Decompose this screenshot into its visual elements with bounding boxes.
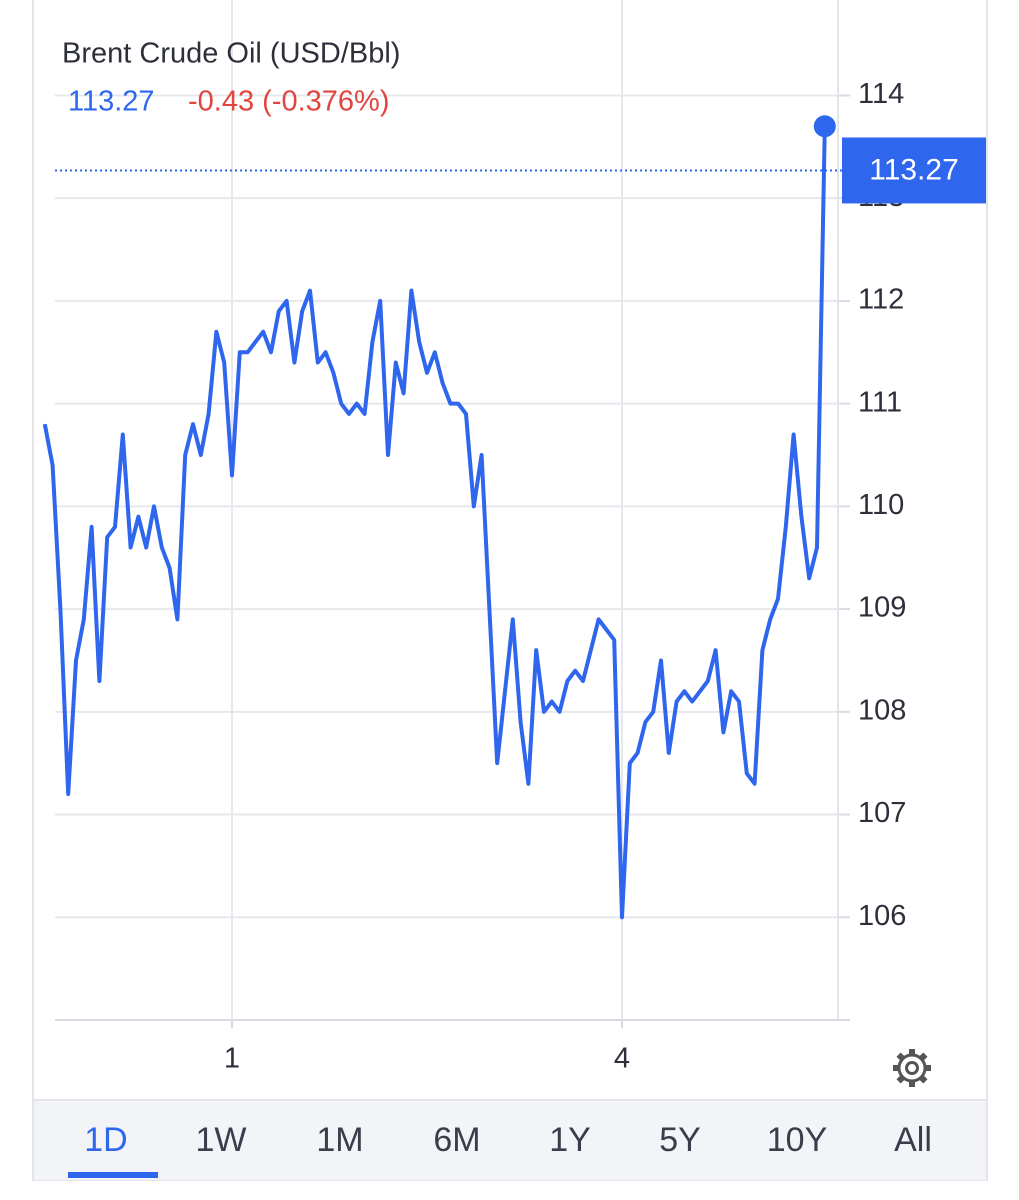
y-tick-label: 111: [858, 386, 902, 418]
settings-icon[interactable]: [893, 1049, 931, 1087]
x-tick-label: 4: [614, 1043, 630, 1075]
plot: [42, 115, 836, 920]
price-badge: [842, 137, 986, 204]
y-tick-label: 114: [858, 78, 904, 110]
range-tab[interactable]: 1W: [196, 1121, 247, 1159]
y-tick-label: 110: [858, 489, 904, 521]
range-tab[interactable]: 10Y: [767, 1121, 828, 1159]
x-tick-label: 1: [224, 1043, 240, 1075]
range-tab[interactable]: All: [894, 1121, 932, 1159]
chart-title: Brent Crude Oil (USD/Bbl): [62, 38, 400, 70]
range-bar: [34, 1100, 986, 1180]
y-tick-label: 106: [858, 900, 906, 932]
change: -0.43 (-0.376%): [188, 86, 390, 118]
range-tab[interactable]: 1Y: [549, 1121, 591, 1159]
price: 113.27: [68, 86, 155, 118]
y-tick-label: 112: [858, 284, 904, 316]
range-tab[interactable]: 5Y: [659, 1121, 701, 1159]
range-tab[interactable]: 1M: [316, 1121, 363, 1159]
y-tick-label: 107: [858, 797, 906, 829]
y-tick-label: 109: [858, 592, 906, 624]
price-line: [42, 126, 827, 920]
grid: [55, 0, 850, 1028]
price-badge-label: 113.27: [869, 153, 959, 186]
range-tab[interactable]: 6M: [433, 1121, 480, 1159]
range-tabs: 1D 1W 1M 6M 1Y 5Y 10Y All: [68, 1121, 932, 1178]
active-tab-underline: [68, 1172, 158, 1178]
last-point: [813, 115, 836, 138]
y-tick-label: 108: [858, 694, 906, 726]
range-tab[interactable]: 1D: [84, 1121, 127, 1159]
